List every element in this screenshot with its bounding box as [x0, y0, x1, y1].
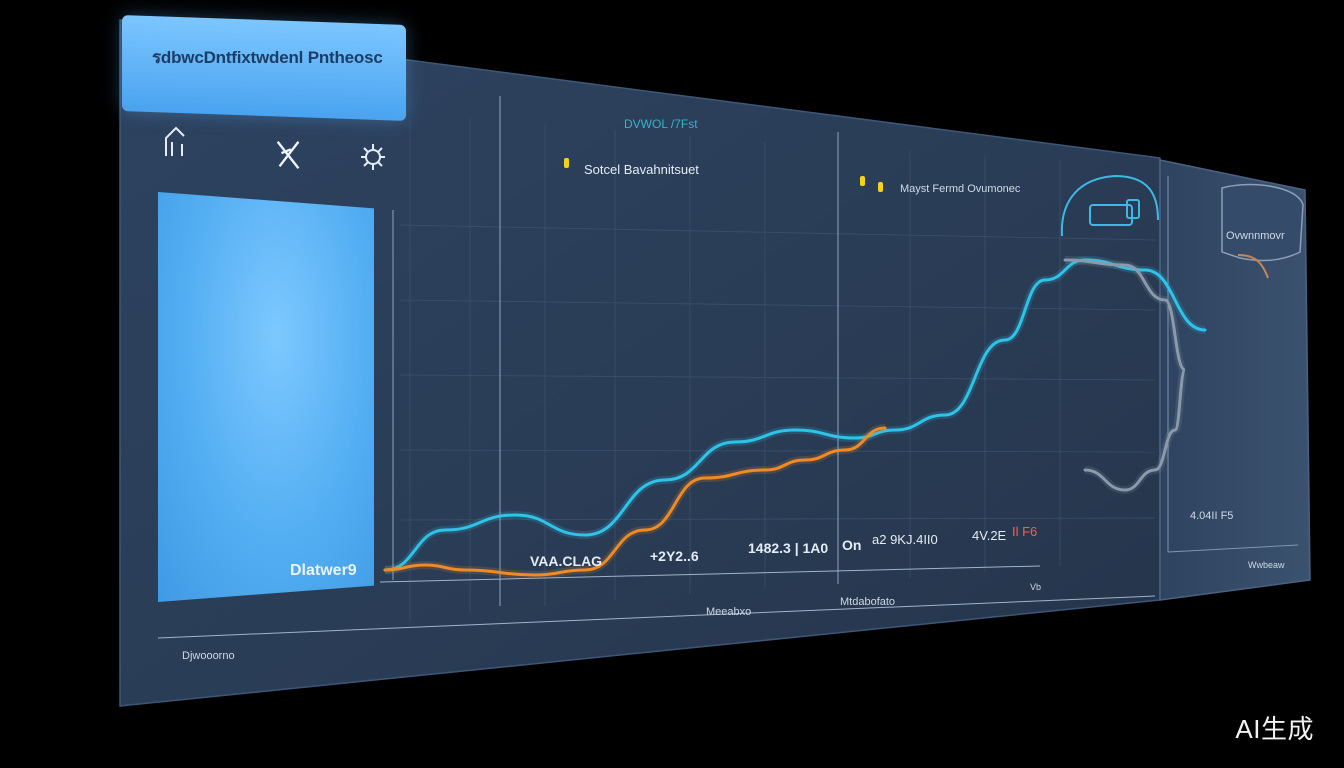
right-badge-label[interactable]: Ovwnnmovr	[1226, 230, 1285, 242]
value-label: 4V.2E	[972, 528, 1007, 543]
badge-outline	[1221, 183, 1304, 262]
chart-lines	[383, 255, 1207, 580]
watermark: AI生成	[1235, 714, 1314, 744]
bottom-axis-line	[157, 595, 1156, 639]
right-value-label: 4.04II F5	[1190, 510, 1234, 522]
device-icon	[1060, 174, 1159, 237]
value-label: Il F6	[1012, 524, 1038, 539]
section-dividers	[392, 96, 839, 606]
series-line	[383, 258, 1207, 572]
series-line	[1063, 258, 1187, 492]
mini-axis-line	[1167, 544, 1299, 553]
value-label: 1482.3 | 1A0	[748, 540, 829, 556]
side-preview-card[interactable]	[158, 192, 374, 602]
x-axis-line	[379, 565, 1041, 583]
axis-corner-label: Vb	[1030, 582, 1042, 592]
value-label: On	[842, 537, 862, 553]
value-label: +2Y2..6	[650, 548, 699, 564]
chart-icon[interactable]	[158, 124, 192, 158]
legend-marker-right-a	[860, 176, 865, 186]
badge-tail	[1237, 254, 1269, 279]
footer-label: Djwooorno	[182, 650, 235, 662]
side-card-label: Dlatwer9	[290, 562, 357, 579]
series-line	[383, 426, 887, 577]
legend-marker-right-b	[878, 182, 883, 192]
legend-left: Sotcel Bavahnitsuet	[584, 162, 699, 177]
right-panel	[1159, 159, 1311, 601]
value-label: a2 9KJ.4II0	[872, 532, 938, 547]
chart-caption: DVWOL /7Fst	[624, 117, 698, 131]
scissors-icon[interactable]	[272, 138, 306, 172]
legend-right: Mayst Fermd Ovumonec	[900, 183, 1021, 195]
mini-axis-label: Wwbeaw	[1248, 560, 1285, 570]
x-axis-label-right: Mtdabofato	[840, 596, 896, 608]
settings-icon[interactable]	[356, 140, 390, 174]
legend-marker-left	[564, 158, 569, 168]
value-label: VAA.CLAG	[530, 553, 603, 569]
x-axis-label: Meeabxo	[706, 606, 752, 618]
grid-lines	[399, 118, 1156, 620]
window-title: รdbwcDntfixtwdenl Pntheosc	[152, 48, 383, 67]
